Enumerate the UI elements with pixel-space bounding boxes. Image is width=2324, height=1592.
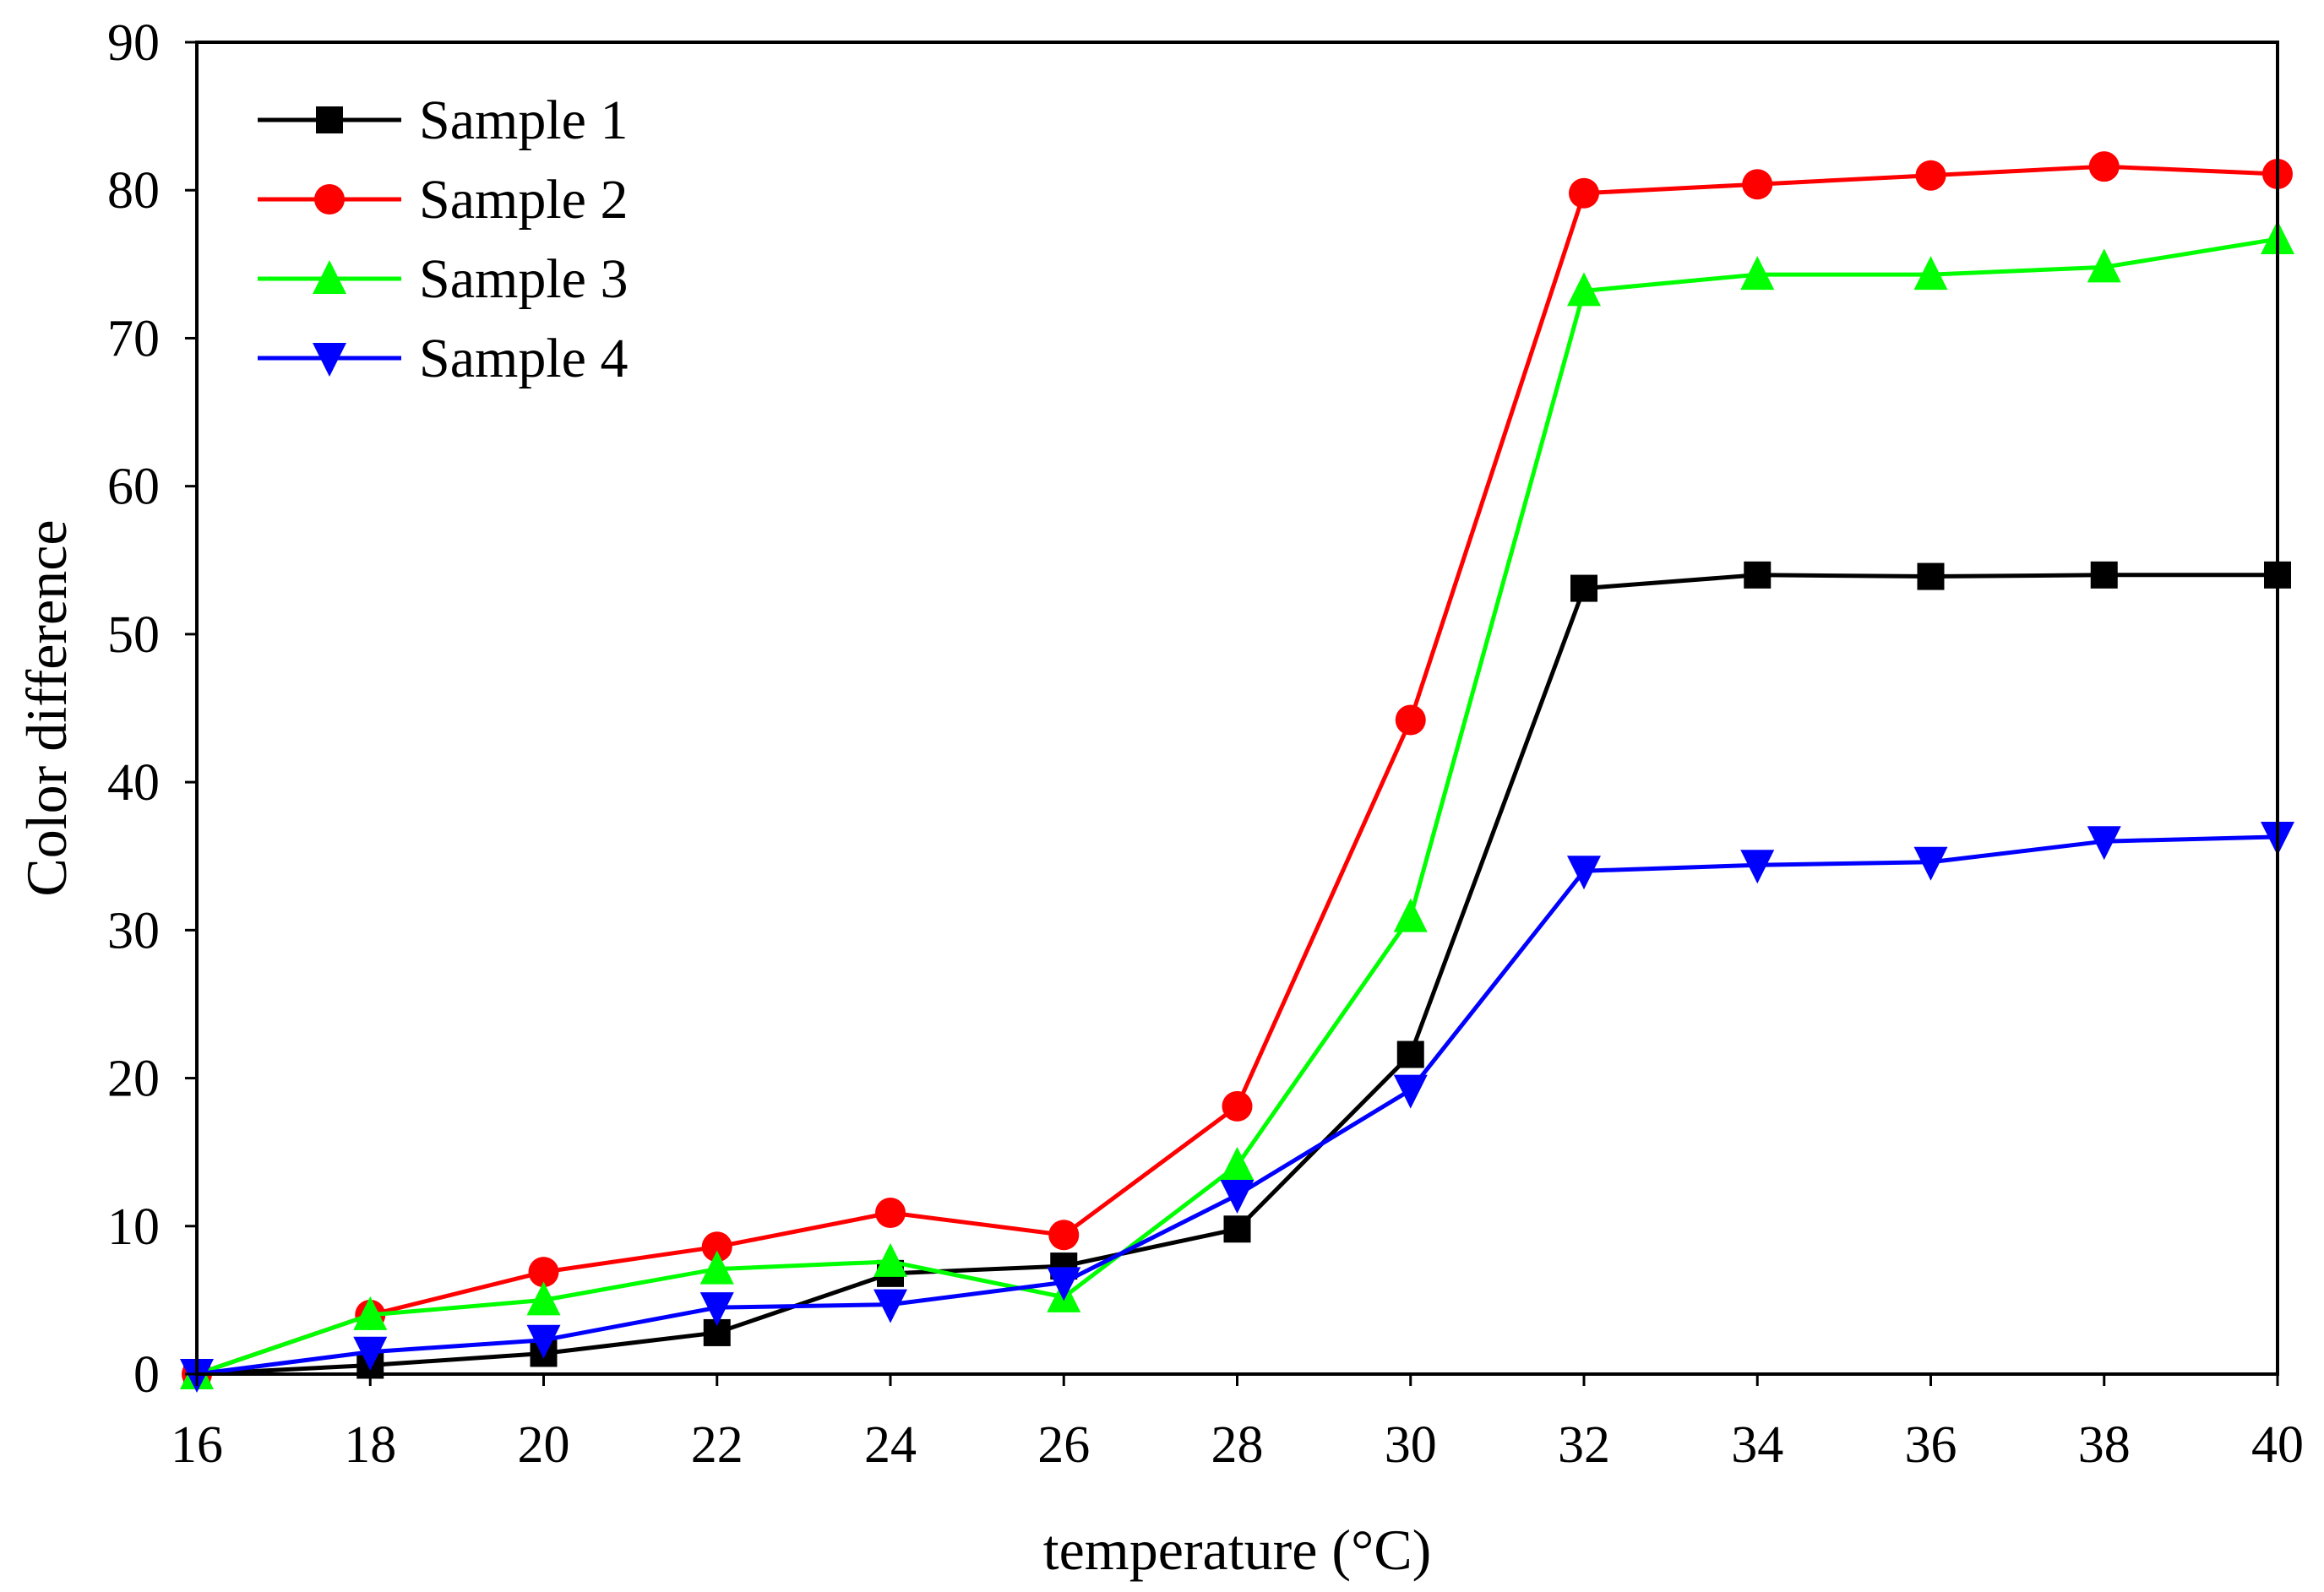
data-point	[1569, 177, 1599, 209]
data-point	[1913, 846, 1948, 881]
series-3	[180, 220, 2294, 1389]
data-point	[2090, 561, 2118, 589]
x-tick-label: 20	[518, 1416, 570, 1474]
data-point	[1222, 1090, 1253, 1122]
legend-marker	[314, 184, 345, 215]
data-point	[526, 1324, 561, 1359]
x-axis-title: temperature (°C)	[1043, 1518, 1432, 1582]
legend-label: Sample 2	[419, 169, 628, 231]
x-tick-label: 32	[1558, 1416, 1610, 1474]
data-point	[1048, 1220, 1080, 1251]
data-point	[1567, 272, 1601, 307]
series-layer	[180, 151, 2294, 1393]
data-point	[701, 1231, 732, 1263]
legend-entry: Sample 1	[258, 90, 628, 151]
y-tick-label: 30	[107, 902, 160, 959]
x-tick-label: 30	[1385, 1416, 1437, 1474]
y-tick-label: 40	[107, 754, 160, 812]
legend-marker	[313, 260, 346, 294]
legend-marker	[316, 106, 343, 133]
data-point	[1742, 169, 1773, 200]
data-point	[1396, 1041, 1424, 1068]
legend-marker	[313, 343, 346, 377]
data-point	[874, 1289, 907, 1323]
data-point	[528, 1257, 559, 1288]
legend-label: Sample 1	[419, 90, 628, 151]
y-axis: 0 10 20 30 40 50 60 70 80 90	[107, 14, 197, 1404]
data-point	[2087, 248, 2121, 283]
data-point	[1047, 1267, 1081, 1301]
x-tick-label: 34	[1731, 1416, 1783, 1474]
data-point	[1567, 856, 1601, 890]
series-4	[180, 821, 2294, 1393]
x-tick-label: 38	[2078, 1416, 2131, 1474]
data-point	[353, 1336, 388, 1371]
data-point	[875, 1198, 906, 1229]
x-tick-label: 26	[1037, 1416, 1090, 1474]
data-point	[1395, 704, 1426, 736]
legend: Sample 1 Sample 2 Sample 3 Sample 4	[258, 90, 628, 389]
y-tick-label: 50	[107, 606, 160, 664]
x-tick-label: 36	[1905, 1416, 1957, 1474]
y-tick-label: 80	[107, 162, 160, 220]
y-tick-label: 70	[107, 310, 160, 367]
data-point	[526, 1281, 561, 1316]
x-axis: 16 18 20 22 24 26 28 30 32 34 36 38 40	[171, 1374, 2304, 1474]
y-axis-title: Color difference	[14, 519, 79, 896]
data-point	[1393, 1074, 1428, 1109]
data-point	[699, 1250, 734, 1285]
x-tick-label: 28	[1211, 1416, 1264, 1474]
data-point	[1220, 1179, 1255, 1214]
data-point	[1915, 160, 1946, 191]
data-point	[1740, 850, 1775, 884]
y-tick-label: 20	[107, 1051, 160, 1108]
data-point	[2088, 151, 2120, 182]
x-tick-label: 16	[171, 1416, 223, 1474]
legend-label: Sample 3	[419, 248, 628, 310]
legend-entry: Sample 2	[258, 169, 628, 231]
data-point	[1913, 256, 1948, 291]
data-point	[2087, 826, 2121, 861]
x-tick-label: 22	[691, 1416, 743, 1474]
data-point	[1740, 256, 1775, 291]
legend-label: Sample 4	[419, 328, 628, 389]
data-point	[1220, 1146, 1255, 1181]
data-point	[699, 1292, 734, 1327]
data-point	[1393, 898, 1428, 932]
y-tick-label: 0	[133, 1346, 160, 1404]
data-point	[1223, 1215, 1251, 1243]
data-point	[874, 1242, 907, 1277]
y-tick-label: 90	[107, 14, 160, 72]
legend-entry: Sample 4	[258, 328, 628, 389]
x-tick-label: 18	[344, 1416, 396, 1474]
data-point	[1917, 562, 1945, 590]
x-tick-label: 24	[864, 1416, 917, 1474]
y-tick-label: 10	[107, 1198, 160, 1256]
data-point	[353, 1296, 388, 1330]
y-tick-label: 60	[107, 459, 160, 516]
data-point	[1744, 561, 1772, 589]
data-point	[1570, 574, 1597, 602]
x-tick-label: 40	[2251, 1416, 2304, 1474]
legend-entry: Sample 3	[258, 248, 628, 310]
